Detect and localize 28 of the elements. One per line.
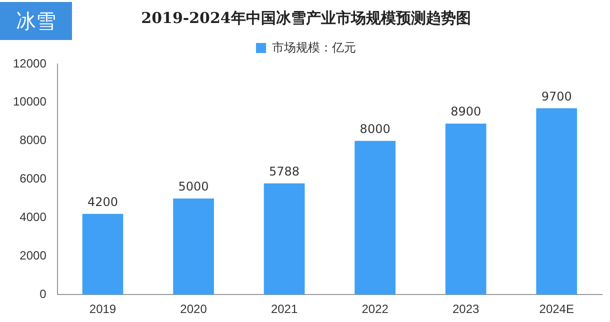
text: 冰雪 [0, 2, 72, 40]
data-label: 8900 [450, 104, 482, 119]
y-tick-label: 2000 [20, 248, 47, 262]
data-label: 9700 [541, 89, 572, 104]
bar [445, 124, 486, 295]
y-tick-label: 12000 [12, 56, 47, 70]
x-tick-label: 2023 [452, 302, 480, 316]
y-tick-label: 8000 [20, 133, 47, 148]
y-tick-label: 10000 [12, 94, 47, 109]
data-label: 5788 [269, 164, 300, 178]
chart-title: 2019-2024年中国冰雪产业市场规模预测趋势图 [141, 8, 471, 27]
x-tick-label: 2024E [539, 302, 574, 316]
x-tick-label: 2021 [270, 302, 298, 316]
bar [82, 214, 124, 295]
data-label: 5000 [178, 180, 209, 194]
y-tick-label: 4000 [20, 210, 47, 224]
y-tick-label: 0 [40, 286, 47, 301]
bar [354, 140, 396, 295]
bar [264, 183, 305, 295]
x-tick-label: 2020 [180, 302, 208, 316]
bar [536, 108, 578, 295]
data-label: 8000 [360, 122, 390, 136]
legend-label: 市场规模：亿元 [272, 40, 356, 54]
bar [173, 198, 214, 295]
x-tick-label: 2019 [89, 302, 116, 316]
x-tick-label: 2022 [362, 302, 389, 316]
data-label: 4200 [87, 195, 118, 210]
y-tick-label: 6000 [20, 172, 47, 186]
